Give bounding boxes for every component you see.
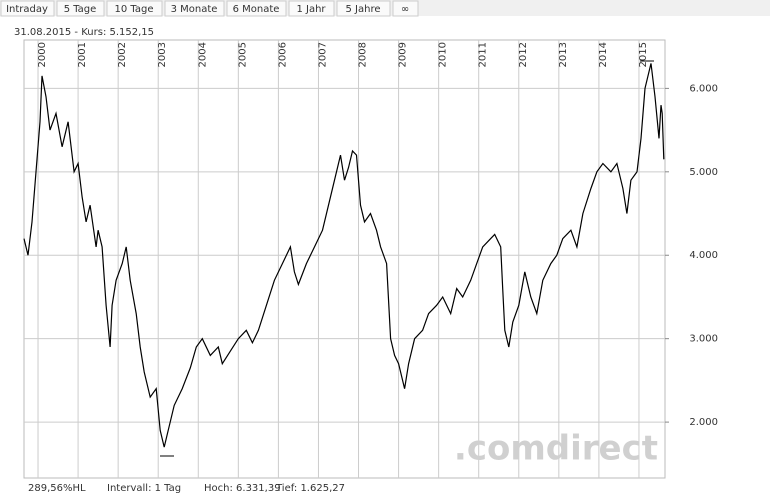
x-tick-label: 2003 bbox=[157, 42, 168, 67]
footer-text: Tief: 1.625,27 bbox=[275, 483, 345, 494]
tab-label[interactable]: 5 Jahre bbox=[346, 4, 381, 15]
tab-background[interactable] bbox=[288, 0, 335, 17]
x-tick-label: 2002 bbox=[117, 42, 128, 67]
tab-label[interactable]: ∞ bbox=[401, 4, 409, 15]
x-tick-label: 2009 bbox=[398, 42, 409, 67]
x-tick-label: 2008 bbox=[358, 42, 369, 67]
tab[interactable]: ∞ bbox=[392, 0, 419, 17]
y-tick-label: 4.000 bbox=[689, 250, 718, 261]
tab-background[interactable] bbox=[392, 0, 419, 17]
tab[interactable]: Intraday bbox=[0, 0, 55, 17]
x-tick-label: 2001 bbox=[77, 42, 88, 67]
plot bbox=[23, 60, 665, 457]
y-tick-label: 3.000 bbox=[689, 334, 718, 345]
tabs: Intraday 5 Tage 10 Tage 3 Monate 6 Monate 1 J… bbox=[0, 0, 419, 17]
x-tick-label: 2007 bbox=[317, 42, 328, 67]
tab[interactable]: 6 Monate bbox=[226, 0, 287, 17]
grid: 2.000 3.000 4.000 5.000 6.000 2000 2001 2002 200… bbox=[24, 40, 718, 478]
tab-background[interactable] bbox=[164, 0, 225, 17]
price-line bbox=[23, 63, 665, 448]
y-tick-label: 5.000 bbox=[689, 167, 718, 178]
x-tick-label: 2013 bbox=[558, 42, 569, 67]
x-tick-label: 2011 bbox=[478, 42, 489, 67]
tab-label[interactable]: 6 Monate bbox=[233, 4, 280, 15]
x-tick-label: 2006 bbox=[277, 42, 288, 67]
footer-text: Hoch: 6.331,39 bbox=[204, 483, 281, 494]
plot-frame bbox=[23, 39, 666, 479]
x-tick-label: 2014 bbox=[598, 42, 609, 67]
x-tick-label: 2010 bbox=[438, 42, 449, 67]
y-tick-label: 2.000 bbox=[689, 417, 718, 428]
tab-background[interactable] bbox=[336, 0, 391, 17]
x-tick-label: 2012 bbox=[518, 42, 529, 67]
footer-text: 289,56%HL bbox=[28, 483, 86, 494]
y-tick-label: 6.000 bbox=[689, 83, 718, 94]
watermark: .comdirect bbox=[454, 429, 658, 469]
tab-label[interactable]: 5 Tage bbox=[64, 4, 97, 15]
tab-label[interactable]: Intraday bbox=[6, 4, 48, 15]
tab-label[interactable]: 3 Monate bbox=[171, 4, 218, 15]
tab[interactable]: 1 Jahr bbox=[288, 0, 335, 17]
x-tick-label: 2015 bbox=[638, 42, 649, 67]
x-tick-label: 2004 bbox=[197, 42, 208, 67]
tab-background[interactable] bbox=[0, 0, 55, 17]
tab-background[interactable] bbox=[106, 0, 163, 17]
tab[interactable]: 10 Tage bbox=[106, 0, 163, 17]
tab-label[interactable]: 1 Jahr bbox=[296, 4, 326, 15]
footer-text: Intervall: 1 Tag bbox=[107, 483, 181, 494]
tab[interactable]: 3 Monate bbox=[164, 0, 225, 17]
footer: 289,56%HL Intervall: 1 Tag Hoch: 6.331,39T… bbox=[28, 483, 345, 494]
x-tick-label: 2000 bbox=[37, 42, 48, 67]
tab[interactable]: 5 Jahre bbox=[336, 0, 391, 17]
tab-background[interactable] bbox=[56, 0, 105, 17]
info: 31.08.2015 - Kurs: 5.152,15 bbox=[14, 27, 154, 38]
tab[interactable]: 5 Tage bbox=[56, 0, 105, 17]
tab-background[interactable] bbox=[226, 0, 287, 17]
x-tick-label: 2005 bbox=[237, 42, 248, 67]
tab-label[interactable]: 10 Tage bbox=[115, 4, 154, 15]
